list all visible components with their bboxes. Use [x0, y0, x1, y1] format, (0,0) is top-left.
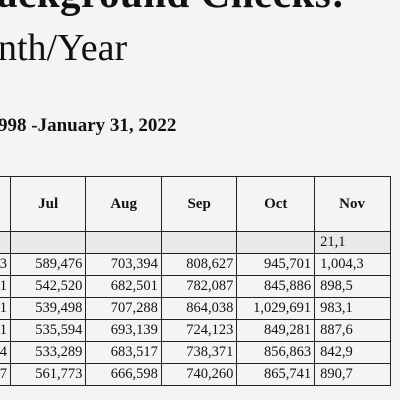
date-range: 998 -January 31, 2022 — [0, 115, 177, 136]
table-row: 7 561,773 666,598 740,260 865,741 890,7 — [0, 363, 391, 386]
table-cell: 864,038 — [160, 297, 238, 320]
table-cell: 693,139 — [85, 319, 162, 342]
table-cell: 890,7 — [314, 363, 391, 386]
table-cell — [236, 231, 316, 254]
table-cell: 539,498 — [9, 297, 87, 320]
table-cell: 683,517 — [85, 341, 162, 364]
table-header-row: Jul Aug Sep Oct Nov — [0, 176, 391, 232]
table-cell: 666,598 — [85, 363, 162, 386]
page-subtitle: nth/Year — [0, 27, 128, 69]
table-cell: 887,6 — [314, 319, 391, 342]
table-cell: 1,004,3 — [314, 253, 391, 276]
table-cell: 983,1 — [314, 297, 391, 320]
table-row: 1 535,594 693,139 724,123 849,281 887,6 — [0, 319, 391, 342]
table-cell: 533,289 — [9, 341, 87, 364]
table-cell: 1,029,691 — [236, 297, 316, 320]
table-cell: 849,281 — [236, 319, 316, 342]
table-cell: 561,773 — [9, 363, 87, 386]
monthly-checks-table: Jul Aug Sep Oct Nov 21,1 3 589,476 703,3… — [0, 176, 391, 386]
column-header-year — [0, 176, 11, 232]
page-title: ackground Checks: — [0, 0, 345, 17]
table-cell: 682,501 — [85, 275, 162, 298]
table-cell: 1 — [0, 319, 11, 342]
table-row: 4 533,289 683,517 738,371 856,863 842,9 — [0, 341, 391, 364]
table-cell: 740,260 — [160, 363, 238, 386]
table-cell: 1 — [0, 297, 11, 320]
table-cell — [160, 231, 238, 254]
table-cell — [85, 231, 162, 254]
table-cell: 7 — [0, 363, 11, 386]
table-cell: 724,123 — [160, 319, 238, 342]
table-cell: 856,863 — [236, 341, 316, 364]
table-cell: 707,288 — [85, 297, 162, 320]
table-cell: 898,5 — [314, 275, 391, 298]
table-row: 21,1 — [0, 231, 391, 254]
table-cell: 703,394 — [85, 253, 162, 276]
column-header-nov: Nov — [314, 176, 391, 232]
table-cell: 3 — [0, 253, 11, 276]
table-row: 3 589,476 703,394 808,627 945,701 1,004,… — [0, 253, 391, 276]
table-cell: 845,886 — [236, 275, 316, 298]
column-header-sep: Sep — [160, 176, 238, 232]
table-cell: 542,520 — [9, 275, 87, 298]
table-cell: 782,087 — [160, 275, 238, 298]
table-row: 1 539,498 707,288 864,038 1,029,691 983,… — [0, 297, 391, 320]
table-cell: 21,1 — [314, 231, 391, 254]
table-cell: 842,9 — [314, 341, 391, 364]
table-cell: 738,371 — [160, 341, 238, 364]
table-cell: 945,701 — [236, 253, 316, 276]
table-cell: 865,741 — [236, 363, 316, 386]
table-cell: 4 — [0, 341, 11, 364]
table-cell: 589,476 — [9, 253, 87, 276]
column-header-jul: Jul — [9, 176, 87, 232]
table-cell: 535,594 — [9, 319, 87, 342]
column-header-aug: Aug — [85, 176, 162, 232]
table-cell: 808,627 — [160, 253, 238, 276]
table-row: 1 542,520 682,501 782,087 845,886 898,5 — [0, 275, 391, 298]
table-cell: 1 — [0, 275, 11, 298]
column-header-oct: Oct — [236, 176, 316, 232]
table-cell — [0, 231, 11, 254]
table-cell — [9, 231, 87, 254]
